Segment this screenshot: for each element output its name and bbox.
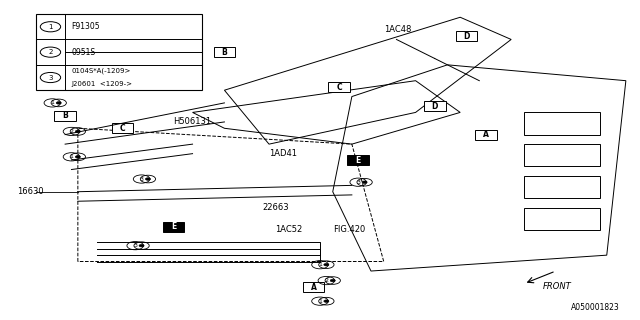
Text: 22663: 22663 bbox=[262, 203, 289, 212]
Bar bbox=[524, 176, 600, 198]
Text: 2: 2 bbox=[48, 49, 52, 55]
Text: 1AD41: 1AD41 bbox=[269, 149, 297, 158]
Text: FRONT: FRONT bbox=[543, 282, 572, 292]
Text: 2: 2 bbox=[324, 278, 328, 283]
Bar bbox=[524, 208, 600, 230]
Circle shape bbox=[330, 279, 335, 282]
Text: 3: 3 bbox=[356, 180, 360, 185]
Text: J20601  <1209->: J20601 <1209-> bbox=[72, 81, 132, 87]
Text: 1: 1 bbox=[318, 299, 322, 304]
Text: 3: 3 bbox=[140, 177, 143, 181]
Circle shape bbox=[76, 130, 81, 133]
Circle shape bbox=[139, 244, 144, 247]
Text: 0104S*A(-1209>: 0104S*A(-1209> bbox=[72, 68, 131, 75]
Text: 3: 3 bbox=[133, 243, 137, 248]
Text: 1AC52: 1AC52 bbox=[275, 225, 303, 234]
Text: F91305: F91305 bbox=[72, 22, 100, 31]
FancyBboxPatch shape bbox=[348, 155, 369, 165]
Text: B: B bbox=[62, 111, 68, 120]
FancyBboxPatch shape bbox=[163, 221, 184, 232]
Text: C: C bbox=[336, 83, 342, 92]
FancyBboxPatch shape bbox=[456, 31, 477, 41]
Text: H506131: H506131 bbox=[173, 117, 212, 126]
Text: 1: 1 bbox=[48, 24, 52, 30]
Text: A: A bbox=[310, 283, 317, 292]
Circle shape bbox=[76, 156, 81, 158]
Text: E: E bbox=[356, 156, 361, 165]
Bar bbox=[36, 14, 202, 90]
Text: 16630: 16630 bbox=[17, 187, 44, 196]
Text: 0951S: 0951S bbox=[72, 48, 95, 57]
FancyBboxPatch shape bbox=[328, 82, 350, 92]
Circle shape bbox=[362, 181, 367, 183]
Text: A: A bbox=[483, 131, 488, 140]
Circle shape bbox=[324, 263, 329, 266]
Circle shape bbox=[56, 102, 61, 104]
Text: B: B bbox=[221, 48, 227, 57]
Text: D: D bbox=[431, 102, 438, 111]
Text: E: E bbox=[171, 222, 176, 231]
Circle shape bbox=[324, 300, 329, 302]
Circle shape bbox=[145, 178, 150, 180]
FancyBboxPatch shape bbox=[475, 130, 497, 140]
Text: 1: 1 bbox=[51, 100, 54, 105]
Text: C: C bbox=[120, 124, 125, 133]
Bar bbox=[524, 112, 600, 135]
FancyBboxPatch shape bbox=[111, 123, 133, 133]
Text: 1AC48: 1AC48 bbox=[384, 25, 411, 35]
Text: FIG.420: FIG.420 bbox=[333, 225, 365, 234]
FancyBboxPatch shape bbox=[214, 47, 236, 57]
Text: 3: 3 bbox=[48, 75, 52, 81]
FancyBboxPatch shape bbox=[424, 101, 445, 111]
FancyBboxPatch shape bbox=[54, 110, 76, 121]
Text: 1: 1 bbox=[318, 262, 322, 267]
Text: D: D bbox=[463, 32, 470, 41]
Bar bbox=[524, 144, 600, 166]
FancyBboxPatch shape bbox=[303, 282, 324, 292]
Text: 2: 2 bbox=[70, 129, 74, 134]
Text: 1: 1 bbox=[70, 154, 74, 159]
Text: A050001823: A050001823 bbox=[571, 303, 620, 312]
